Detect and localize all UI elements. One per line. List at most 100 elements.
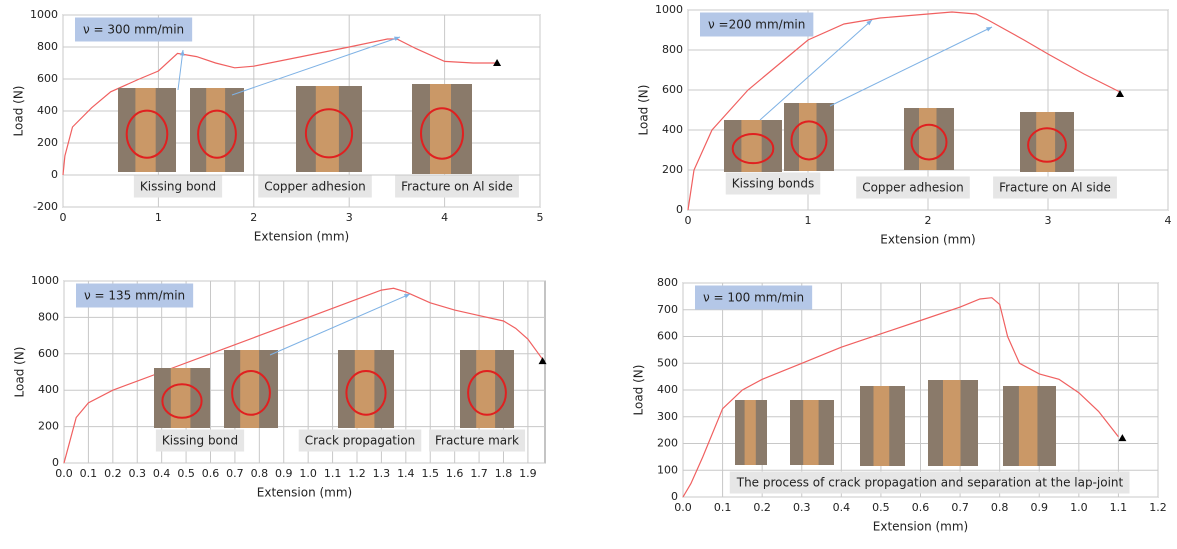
title-badge <box>700 12 814 37</box>
x-axis-label: Extension (mm) <box>257 486 352 500</box>
x-tick-label: 1.8 <box>495 467 513 480</box>
x-tick-label: 1.6 <box>446 467 464 480</box>
y-tick-label: 700 <box>657 303 678 316</box>
end-marker <box>1118 434 1127 442</box>
photo-highlight <box>430 84 451 174</box>
x-tick-label: 3 <box>346 211 353 224</box>
x-tick-label: 0.6 <box>912 501 930 514</box>
y-tick-label: 600 <box>37 72 58 85</box>
annotation-box <box>298 429 422 452</box>
photo-highlight <box>803 400 819 465</box>
x-tick-label: 4 <box>441 211 448 224</box>
x-tick-label: 5 <box>537 211 544 224</box>
photo-highlight <box>919 108 937 170</box>
x-tick-label: 1 <box>155 211 162 224</box>
x-tick-label: 0.1 <box>714 501 732 514</box>
photo-highlight <box>873 386 890 466</box>
x-axis-label: Extension (mm) <box>880 233 975 247</box>
annotation: The process of crack propagation and sep… <box>736 476 1124 490</box>
y-axis-label: Load (N) <box>13 347 27 398</box>
chart-title: ν = 135 mm/min <box>84 289 185 303</box>
annotation: Fracture mark <box>435 434 519 448</box>
photo-highlight <box>1018 386 1038 466</box>
photo-highlight <box>744 400 756 465</box>
x-tick-label: 0 <box>685 214 692 227</box>
x-tick-label: 0.2 <box>104 467 122 480</box>
y-tick-label: 300 <box>657 410 678 423</box>
annotation: Kissing bond <box>162 434 238 448</box>
x-tick-label: 1.0 <box>1070 501 1088 514</box>
annotation-box <box>258 175 372 198</box>
y-tick-label: 100 <box>657 463 678 476</box>
x-tick-label: 1.3 <box>373 467 391 480</box>
highlight-circle <box>125 109 169 159</box>
x-tick-label: 0 <box>60 211 67 224</box>
annotation: Kissing bond <box>140 180 216 194</box>
y-tick-label: 1000 <box>30 8 58 21</box>
y-tick-label: 1000 <box>31 274 59 287</box>
x-axis-label: Extension (mm) <box>873 520 968 534</box>
highlight-circle <box>231 370 271 416</box>
x-tick-label: 1.0 <box>299 467 317 480</box>
highlight-circle <box>197 109 237 159</box>
highlight-circle <box>420 107 464 160</box>
annotation-box <box>133 175 223 198</box>
chart-title: ν =200 mm/min <box>708 18 805 32</box>
end-marker <box>538 357 547 365</box>
y-tick-label: -200 <box>33 200 58 213</box>
y-tick-label: 800 <box>38 310 59 323</box>
y-tick-label: 200 <box>662 163 683 176</box>
y-tick-label: 800 <box>662 43 683 56</box>
photo-highlight <box>476 350 496 428</box>
x-tick-label: 0.0 <box>55 467 73 480</box>
x-tick-label: 3 <box>1045 214 1052 227</box>
photo-highlight <box>1036 112 1056 172</box>
highlight-circle <box>345 370 387 416</box>
pointer-arrow <box>269 293 411 356</box>
chart-title: ν = 100 mm/min <box>703 291 804 305</box>
chart-title: ν = 300 mm/min <box>83 23 184 37</box>
x-tick-label: 1.7 <box>470 467 488 480</box>
y-axis-label: Load (N) <box>12 86 26 137</box>
photo-highlight <box>315 86 339 172</box>
x-tick-label: 0.5 <box>177 467 195 480</box>
annotation-box <box>155 429 245 452</box>
x-tick-label: 0.8 <box>991 501 1009 514</box>
arrow-head <box>866 20 872 26</box>
y-tick-label: 800 <box>37 40 58 53</box>
annotation-box <box>856 176 970 199</box>
photo-highlight <box>799 103 817 171</box>
pointer-arrow <box>829 26 993 107</box>
arrow-head <box>986 27 992 32</box>
y-tick-label: 400 <box>37 104 58 117</box>
y-tick-label: 0 <box>676 203 683 216</box>
photo-highlight <box>135 88 156 172</box>
y-tick-label: 600 <box>38 347 59 360</box>
x-tick-label: 0.4 <box>833 501 851 514</box>
photo-highlight <box>240 350 260 428</box>
annotation: Fracture on Al side <box>999 181 1111 195</box>
highlight-circle <box>910 123 948 161</box>
x-tick-label: 0.6 <box>202 467 220 480</box>
x-tick-label: 1.9 <box>519 467 537 480</box>
end-marker <box>493 59 502 66</box>
x-tick-label: 0.1 <box>80 467 98 480</box>
x-tick-label: 0.4 <box>153 467 171 480</box>
x-tick-label: 0.9 <box>1031 501 1049 514</box>
x-tick-label: 1.2 <box>1149 501 1167 514</box>
y-tick-label: 200 <box>37 136 58 149</box>
annotation-box <box>725 172 821 195</box>
y-tick-label: 800 <box>657 276 678 289</box>
pointer-arrow <box>759 19 873 121</box>
y-tick-label: 600 <box>662 83 683 96</box>
highlight-circle <box>731 133 775 165</box>
highlight-circle <box>790 120 828 161</box>
x-tick-label: 0.9 <box>275 467 293 480</box>
x-tick-label: 1.2 <box>348 467 366 480</box>
y-tick-label: 0 <box>671 490 678 503</box>
x-tick-label: 1.1 <box>1110 501 1128 514</box>
x-tick-label: 2 <box>250 211 257 224</box>
arrow-head <box>179 50 185 56</box>
x-axis-label: Extension (mm) <box>254 230 349 244</box>
load-curve <box>62 38 498 176</box>
